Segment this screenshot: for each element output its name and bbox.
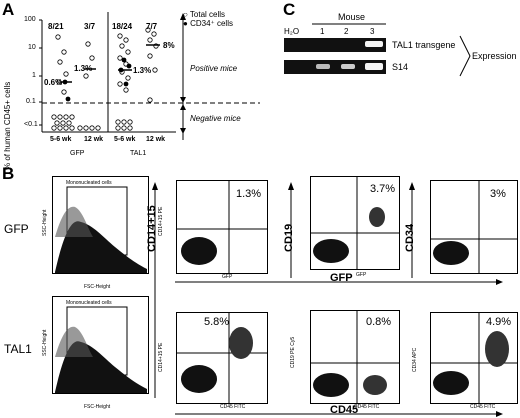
row-label-tal1: TAL1 transgene [392,40,456,50]
pct-gfp-cd14: 1.3% [236,188,262,200]
axis-marker-cd19: CD19 [283,223,295,252]
pct-gfp-5-6wk: 0.6% [44,78,63,87]
lane-2: 2 [344,27,349,36]
panel-b-letter: B [2,164,15,183]
mouse-label: Mouse [338,12,366,22]
axis-marker-cd34: CD34 [404,223,416,252]
pct-tal1-12wk: 8% [163,41,175,50]
facs-tal1-cd19 [310,310,400,404]
xlabel-tal1-cd14: CD45 FITC [220,404,246,410]
pct-tal1-cd19: 0.8% [366,316,392,328]
axis-marker-cd45: CD45 [330,404,359,416]
pct-gfp-12wk: 1.3% [74,64,93,73]
scatter-xlabel-gfp: FSC-Height [84,284,111,290]
ytick-0-1: 0.1 [26,98,36,105]
pct-tal1-cd34: 4.9% [486,316,512,328]
facs-gfp-cd19 [310,176,400,270]
lane-1: 1 [320,27,325,36]
pct-tal1-5-6wk: 1.3% [133,66,152,75]
lane-3: 3 [370,27,375,36]
scatter-dots-gfp [55,186,147,273]
ytick-1: 1 [32,72,36,79]
xlabel-tal1-cd19: CD45 FITC [354,404,380,410]
xlabel-gfp-cd19: GFP [356,272,367,278]
filled-circle-icon: ● [183,19,188,28]
legend: ○ Total cells ● CD34⁺ cells [183,10,233,28]
count-tal1-12wk: 7/7 [146,22,158,31]
xlabel-tal1-12wk: 12 wk [146,136,166,143]
group-label-gfp: GFP [70,150,85,157]
scatter-xlabel-tal1: FSC-Height [84,404,111,410]
ytick-10: 10 [28,44,36,51]
mouse-bracket [312,23,386,25]
pct-gfp-cd34: 3% [490,188,506,200]
negative-mice-label: Negative mice [190,114,241,123]
pct-gfp-cd19: 3.7% [370,183,396,195]
axis-marker-gfp: GFP [330,272,353,284]
lane-h2o: H₂O [284,27,300,36]
expression-bracket [459,35,471,77]
pct-tal1-cd14: 5.8% [204,316,230,328]
band-s14-1 [316,64,330,69]
gel-s14 [284,60,386,74]
facs-tal1-cd34 [430,312,518,404]
xlabel-gfp-5-6wk: 5-6 wk [50,136,72,143]
facs-gfp-cd14 [176,180,268,274]
xlabel-tal1-cd34: CD45 FITC [470,404,496,410]
axis-marker-cd14: CD14+15 [146,205,158,252]
count-tal1-5-6wk: 18/24 [112,22,133,31]
ytick-100: 100 [24,16,36,23]
facs-gfp-cd34 [430,180,518,274]
scatter-plot-gfp [52,176,149,274]
scatter-plot-tal1 [52,296,149,394]
dots-tal1-cd19 [311,311,399,403]
dots-gfp-cd34 [431,181,517,273]
facs-tal1-cd14 [176,312,268,404]
open-circle-icon: ○ [183,10,188,19]
positive-mice-label: Positive mice [190,64,238,73]
ytick-lt-0-1: <0.1 [24,121,38,128]
xlabel-tal1-5-6wk: 5-6 wk [114,136,136,143]
xlabel-gfp-12wk: 12 wk [84,136,104,143]
count-gfp-5-6wk: 8/21 [48,22,64,31]
band-s14-2 [341,64,355,69]
dots-tal1-cd14 [177,313,267,403]
row-label-s14: S14 [392,62,409,72]
xlabel-gfp-cd14: GFP [222,274,233,280]
dots-tal1-cd34 [431,313,517,403]
row-label-gfp: GFP [4,222,29,236]
row-label-tal1: TAL1 [4,342,32,356]
legend-cd34-label: CD34⁺ cells [190,19,233,28]
dots-gfp-cd14 [177,181,267,273]
dots-gfp-cd19 [311,177,399,269]
panel-a-letter: A [2,0,15,19]
panel-a-plot [39,12,260,140]
gel-tal1 [284,38,386,52]
expression-label: Expression [472,51,517,61]
panel-c-letter: C [283,0,296,19]
gate-label-gfp: Mononucleated cells [66,180,112,186]
legend-total-label: Total cells [189,10,226,19]
scatter-dots-tal1 [55,306,147,393]
band-s14-3 [365,63,383,70]
band-tal1-3 [365,41,383,47]
gate-label-tal1: Mononucleated cells [66,300,112,306]
count-gfp-12wk: 3/7 [84,22,96,31]
group-label-tal1: TAL1 [130,150,147,157]
